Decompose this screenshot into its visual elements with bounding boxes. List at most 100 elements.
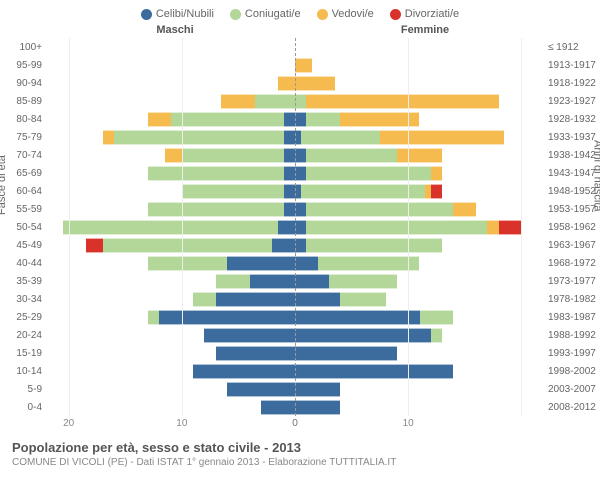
age-label: 30-34 bbox=[0, 294, 46, 305]
bar-segment bbox=[295, 112, 306, 127]
bars-male bbox=[46, 112, 295, 127]
bar-segment bbox=[227, 256, 295, 271]
birth-year-label: ≤ 1912 bbox=[544, 42, 600, 53]
bar-segment bbox=[284, 166, 295, 181]
bars-female bbox=[295, 148, 544, 163]
age-row: 90-941918-1922 bbox=[0, 74, 600, 92]
bars-female bbox=[295, 238, 544, 253]
age-label: 35-39 bbox=[0, 276, 46, 287]
bar-segment bbox=[295, 76, 335, 91]
bar-pair bbox=[46, 382, 544, 397]
age-row: 45-491963-1967 bbox=[0, 236, 600, 254]
age-label: 90-94 bbox=[0, 78, 46, 89]
legend-item: Vedovi/e bbox=[317, 8, 374, 20]
bar-segment bbox=[301, 130, 380, 145]
bar-pair bbox=[46, 364, 544, 379]
bar-segment bbox=[295, 292, 340, 307]
bar-pair bbox=[46, 184, 544, 199]
bar-segment bbox=[250, 274, 295, 289]
bars-male bbox=[46, 220, 295, 235]
bars-male bbox=[46, 148, 295, 163]
birth-year-label: 1928-1932 bbox=[544, 114, 600, 125]
bar-pair bbox=[46, 274, 544, 289]
bar-segment bbox=[487, 220, 498, 235]
bars-male bbox=[46, 202, 295, 217]
bar-segment bbox=[306, 202, 453, 217]
birth-year-label: 1978-1982 bbox=[544, 294, 600, 305]
bar-segment bbox=[306, 220, 487, 235]
bar-segment bbox=[295, 94, 306, 109]
legend: Celibi/NubiliConiugati/eVedovi/eDivorzia… bbox=[0, 0, 600, 24]
bars-female bbox=[295, 166, 544, 181]
bar-segment bbox=[171, 112, 284, 127]
age-row: 50-541958-1962 bbox=[0, 218, 600, 236]
gender-headers: Maschi Femmine bbox=[0, 24, 600, 36]
legend-dot bbox=[317, 9, 328, 20]
legend-label: Celibi/Nubili bbox=[156, 8, 214, 20]
bar-segment bbox=[182, 148, 284, 163]
bar-pair bbox=[46, 112, 544, 127]
bar-pair bbox=[46, 130, 544, 145]
bar-segment bbox=[284, 130, 295, 145]
x-tick-label: 20 bbox=[63, 418, 74, 429]
bars-female bbox=[295, 328, 544, 343]
age-row: 5-92003-2007 bbox=[0, 380, 600, 398]
age-row: 65-691943-1947 bbox=[0, 164, 600, 182]
age-row: 60-641948-1952 bbox=[0, 182, 600, 200]
age-row: 85-891923-1927 bbox=[0, 92, 600, 110]
bar-segment bbox=[420, 310, 454, 325]
age-label: 0-4 bbox=[0, 402, 46, 413]
bars-female bbox=[295, 346, 544, 361]
bar-pair bbox=[46, 202, 544, 217]
bar-segment bbox=[216, 346, 295, 361]
age-row: 75-791933-1937 bbox=[0, 128, 600, 146]
bars-male bbox=[46, 292, 295, 307]
age-row: 35-391973-1977 bbox=[0, 272, 600, 290]
bar-segment bbox=[193, 292, 216, 307]
bar-segment bbox=[340, 112, 419, 127]
bars-male bbox=[46, 382, 295, 397]
bars-female bbox=[295, 292, 544, 307]
chart-subtitle: COMUNE DI VICOLI (PE) - Dati ISTAT 1° ge… bbox=[12, 457, 588, 468]
bar-pair bbox=[46, 148, 544, 163]
legend-label: Coniugati/e bbox=[245, 8, 301, 20]
bars-female bbox=[295, 112, 544, 127]
chart-footer: Popolazione per età, sesso e stato civil… bbox=[0, 432, 600, 468]
bar-segment bbox=[295, 274, 329, 289]
bar-segment bbox=[114, 130, 284, 145]
bar-segment bbox=[295, 58, 312, 73]
birth-year-label: 1963-1967 bbox=[544, 240, 600, 251]
age-label: 20-24 bbox=[0, 330, 46, 341]
bars-female bbox=[295, 220, 544, 235]
age-label: 75-79 bbox=[0, 132, 46, 143]
age-row: 0-42008-2012 bbox=[0, 398, 600, 416]
header-male: Maschi bbox=[0, 24, 300, 36]
bar-pair bbox=[46, 346, 544, 361]
bar-segment bbox=[318, 256, 420, 271]
age-label: 85-89 bbox=[0, 96, 46, 107]
bars-female bbox=[295, 94, 544, 109]
bar-segment bbox=[284, 112, 295, 127]
age-row: 40-441968-1972 bbox=[0, 254, 600, 272]
bar-pair bbox=[46, 310, 544, 325]
bars-male bbox=[46, 310, 295, 325]
bar-segment bbox=[295, 328, 431, 343]
bars-female bbox=[295, 310, 544, 325]
age-row: 100+≤ 1912 bbox=[0, 38, 600, 56]
bar-segment bbox=[295, 202, 306, 217]
bar-segment bbox=[295, 382, 340, 397]
bars-male bbox=[46, 346, 295, 361]
bar-segment bbox=[86, 238, 103, 253]
bars-female bbox=[295, 274, 544, 289]
legend-item: Coniugati/e bbox=[230, 8, 301, 20]
bar-pair bbox=[46, 238, 544, 253]
birth-year-label: 1993-1997 bbox=[544, 348, 600, 359]
birth-year-label: 1958-1962 bbox=[544, 222, 600, 233]
x-tick-label: 0 bbox=[292, 418, 298, 429]
y-axis-title-right: Anni di nascita bbox=[592, 140, 600, 212]
age-row: 80-84 1928-1932 bbox=[0, 110, 600, 128]
bars-female bbox=[295, 184, 544, 199]
age-label: 80-84 bbox=[0, 114, 46, 125]
bar-segment bbox=[301, 184, 426, 199]
age-label: 40-44 bbox=[0, 258, 46, 269]
